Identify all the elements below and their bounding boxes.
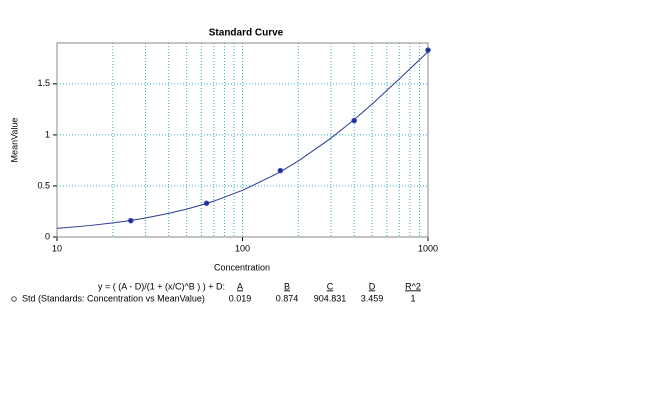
fit-header: B xyxy=(284,281,290,291)
x-axis-label: Concentration xyxy=(214,262,270,272)
chart-title: Standard Curve xyxy=(209,28,284,39)
fit-value: 0.874 xyxy=(276,293,299,303)
x-tick-label: 10 xyxy=(52,243,62,253)
fit-value: 0.019 xyxy=(229,293,252,303)
fit-curve xyxy=(56,51,429,229)
data-point xyxy=(425,47,431,53)
x-tick-label: 1000 xyxy=(418,243,438,253)
fit-equation: y = ( (A - D)/(1 + (x/C)^B ) ) + D: xyxy=(98,281,225,291)
y-tick-label: 0.5 xyxy=(37,180,50,190)
fit-value: 1 xyxy=(410,293,415,303)
y-tick-label: 1.5 xyxy=(37,78,50,88)
fit-header: C xyxy=(327,281,334,291)
fit-header: R^2 xyxy=(405,281,421,291)
y-axis-label: MeanValue xyxy=(9,118,19,163)
plot-frame xyxy=(56,42,429,238)
legend-marker xyxy=(11,296,17,302)
y-tick-label: 0 xyxy=(45,231,50,241)
fit-value: 904.831 xyxy=(314,293,347,303)
fit-value: 3.459 xyxy=(361,293,384,303)
y-tick-label: 1 xyxy=(45,129,50,139)
legend-label: Std (Standards: Concentration vs MeanVal… xyxy=(22,293,205,303)
data-point xyxy=(351,117,357,124)
fit-header: D xyxy=(369,281,376,291)
fit-header: A xyxy=(237,281,243,291)
x-tick-label: 100 xyxy=(235,243,250,253)
